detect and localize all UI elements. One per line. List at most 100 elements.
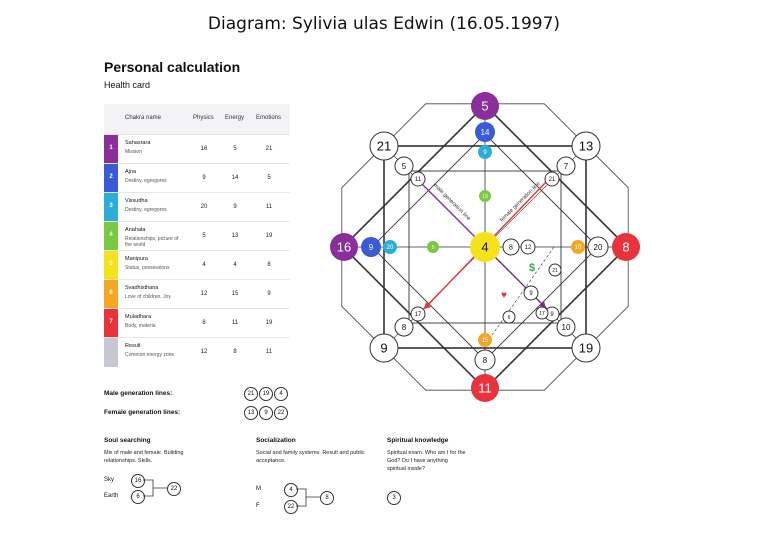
chakra-color-stripe [104, 222, 118, 251]
energy-value: 11 [231, 320, 239, 326]
node-love-6: 6 [508, 315, 511, 321]
m-label: M [256, 486, 261, 492]
soul-sum: 22 [167, 482, 181, 496]
sky-label: Sky [104, 477, 115, 483]
chakra-description: Status, possessions [125, 265, 170, 271]
energy-value: 13 [231, 233, 239, 239]
emotions-value: 19 [265, 320, 273, 326]
female-arrowhead [424, 302, 431, 309]
node-top-right-3: 21 [549, 177, 556, 183]
chakra-name: Anahata [125, 227, 146, 233]
social-text: Social and family systems. Result and pu… [256, 450, 365, 464]
social-title: Socialization [256, 437, 296, 444]
male-lines-value: 4 [274, 387, 288, 401]
node-top-right-2-circle [556, 156, 576, 176]
sky-value: 16 [131, 474, 145, 488]
node-top-right-circle [571, 131, 601, 161]
energy-value: 9 [233, 204, 237, 210]
node-top-3-circle [478, 145, 492, 159]
f-label: F [256, 503, 260, 509]
node-bottom-2-circle [474, 349, 496, 371]
node-right-2-circle [587, 236, 609, 258]
node-right-2: 20 [594, 243, 603, 252]
heart-icon: ♥ [501, 290, 507, 301]
chakra-description: Body, materia [125, 323, 156, 329]
section-heading: Personal calculation [104, 59, 241, 75]
node-center-circle [470, 232, 500, 262]
node-anahata-vertical-circle [479, 190, 491, 202]
energy-value: 5 [233, 146, 237, 152]
node-bottom-right-2-circle [556, 317, 576, 337]
emotions-value: 8 [267, 262, 271, 268]
node-center: 4 [481, 240, 488, 255]
node-money-9: 9 [529, 291, 533, 297]
spiritual-title: Spiritual knowledge [387, 437, 449, 444]
chakra-description: Love of children, Joy [125, 294, 171, 300]
node-bottom-left-2-circle [394, 317, 414, 337]
node-top-2: 14 [481, 128, 490, 137]
node-love-17-circle [535, 306, 549, 320]
node-bottom-left-3-circle [410, 306, 426, 322]
node-money-21: 21 [552, 268, 558, 274]
node-top-right: 13 [579, 139, 593, 154]
chakra-name: Muladhara [125, 314, 151, 320]
female-lines-value: 13 [244, 406, 258, 420]
node-right-3-circle [571, 240, 585, 254]
col-physics: Physics [193, 115, 214, 121]
energy-value: 4 [233, 262, 237, 268]
physics-value: 12 [200, 291, 208, 297]
node-top-3: 9 [483, 150, 487, 156]
spiritual-value: 3 [387, 491, 401, 505]
chakra-number: 1 [109, 145, 113, 151]
node-anahata-horizontal-circle [427, 241, 439, 253]
chakra-color-stripe [104, 164, 118, 193]
node-center-right-1-circle [502, 238, 520, 256]
node-anahata-horizontal: 5 [432, 245, 435, 251]
chakra-name: Sahasrara [125, 140, 151, 146]
node-bottom-2: 8 [483, 356, 488, 365]
table-header: Chakra name Physics Energy Emotions [104, 104, 290, 134]
outer-octagon [341, 103, 629, 391]
table-row: 2 Ajna Destiny, egregores 9 14 5 [104, 163, 290, 193]
soul-text: Mix of male and female. Building relatio… [104, 450, 184, 464]
chakra-number: 2 [109, 174, 113, 180]
chakra-number: 4 [109, 232, 113, 238]
f-value: 22 [284, 500, 298, 514]
dollar-icon: $ [529, 262, 535, 274]
table-row: 6 Svadhisthana Love of children, Joy 12 15 9 [104, 279, 290, 309]
node-bottom-right-2: 10 [562, 323, 571, 332]
chakra-number: 3 [109, 203, 113, 209]
col-energy: Energy [225, 115, 245, 121]
node-left-3-circle [383, 240, 397, 254]
table-row: 3 Vissudha Destiny, egregores 20 9 11 [104, 192, 290, 222]
chakra-color-stripe [104, 193, 118, 222]
emotions-value: 21 [265, 146, 273, 152]
col-emotions: Emotions [256, 115, 282, 121]
chakra-number: 7 [109, 319, 113, 325]
table-row: Result Common energy zone 12 8 11 [104, 337, 290, 367]
male-lines-value: 21 [244, 387, 258, 401]
female-lines-value: 9 [259, 406, 273, 420]
node-top-left-2: 5 [402, 162, 407, 171]
chakra-description: Destiny, egregores [125, 178, 167, 184]
node-center-right-2: 12 [525, 245, 532, 251]
male-lines-label: Male generation lines: [104, 390, 173, 397]
node-left-circle [330, 233, 358, 261]
chakra-name: Vissudha [125, 198, 148, 204]
emotions-value: 5 [267, 175, 271, 181]
chakra-description: Mission [125, 149, 142, 155]
chakra-number: 5 [109, 261, 113, 267]
table-row: 4 Anahata Relationships, picture of the wo… [104, 221, 290, 251]
col-chakra: Chakra name [125, 115, 162, 121]
table-row: 5 Manipura Status, possessions 4 4 8 [104, 250, 290, 280]
node-top-left-2-circle [394, 156, 414, 176]
node-center-right-1: 8 [509, 245, 513, 252]
node-left-3: 20 [387, 245, 394, 251]
male-generation-line-label: male generation line [432, 183, 471, 222]
health-table: Chakra name Physics Energy Emotions 1 Sah… [104, 104, 290, 367]
chakra-color-stripe [104, 338, 118, 367]
page-title: Diagram: Sylivia ulas Edwin (16.05.1997) [207, 14, 561, 34]
node-bottom-3-circle [478, 333, 492, 347]
chakra-name: Svadhisthana [125, 285, 159, 291]
